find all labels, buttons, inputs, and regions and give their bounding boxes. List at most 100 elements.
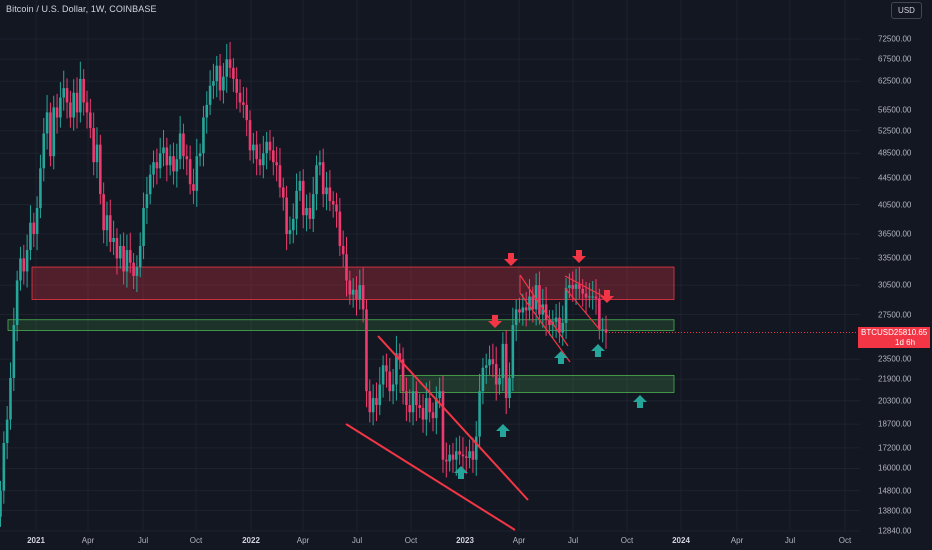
candle-body (238, 92, 242, 103)
candle-body (558, 317, 561, 333)
candle-body (521, 307, 525, 313)
candle-body (361, 285, 365, 310)
candle-body (5, 419, 9, 443)
price-axis-label: 20300.00 (878, 396, 912, 406)
candle-body (62, 88, 66, 98)
candle-body (195, 156, 199, 191)
candle-body (192, 184, 195, 191)
price-axis-label: 40500.00 (878, 200, 912, 209)
candle-body (594, 296, 598, 299)
candle-body (471, 451, 475, 460)
candle-body (285, 197, 288, 235)
candle-body (375, 398, 378, 406)
zones-layer (7, 266, 675, 393)
time-axis-label: Jul (351, 536, 363, 545)
candle-body (301, 180, 305, 216)
candle-body (138, 245, 142, 268)
candle-body (202, 117, 205, 154)
candle-body (468, 451, 471, 459)
candle-body (291, 218, 295, 231)
candle-body (451, 454, 455, 460)
candle-body (514, 309, 518, 326)
price-axis-label: 62500.00 (878, 76, 912, 86)
time-axis-label: Apr (296, 536, 310, 545)
candle-body (19, 258, 22, 281)
arrow-down-icon (488, 315, 502, 328)
time-axis-label: Oct (404, 536, 418, 545)
candle-body (95, 144, 99, 163)
candle-body (0, 490, 2, 517)
candle-body (331, 201, 335, 205)
candle-body (484, 365, 488, 368)
candle-body (49, 112, 52, 157)
candle-body (248, 120, 252, 151)
candle-body (178, 133, 182, 160)
candle-body (79, 78, 82, 113)
candle-body (132, 262, 135, 276)
price-axis-label: 36500.00 (878, 229, 912, 239)
candle-body (318, 162, 322, 166)
candle-body (218, 65, 222, 91)
candle-body (288, 230, 292, 235)
candle-body (228, 59, 232, 68)
candle-body (435, 398, 438, 419)
candle-body (65, 88, 69, 103)
candle-body (598, 298, 601, 330)
arrow-up-icon (454, 466, 468, 479)
candle-body (501, 343, 505, 378)
candle-body (368, 391, 372, 413)
candle-body (328, 187, 332, 202)
price-axis-label: 18700.00 (878, 419, 912, 429)
candle-body (321, 162, 325, 195)
candle-body (548, 319, 551, 326)
candle-body (494, 364, 498, 385)
candle-body (12, 325, 16, 378)
arrow-down-icon (504, 253, 518, 266)
candle-body (315, 165, 318, 195)
candle-body (45, 112, 49, 134)
candle-body (398, 353, 402, 360)
candle-body (268, 141, 272, 151)
arrows-layer (454, 250, 647, 479)
candle-body (262, 153, 265, 166)
candle-body (544, 304, 548, 320)
candle-body (584, 293, 588, 298)
current-price-symbol: BTCUSD (861, 327, 894, 337)
candle-body (278, 165, 282, 188)
candle-body (112, 237, 115, 242)
candle-body (272, 150, 275, 163)
time-axis-label: 2023 (456, 536, 474, 545)
price-axis-label: 23500.00 (878, 354, 912, 364)
zone-support-upper (7, 319, 675, 331)
time-axis-label: 2024 (672, 536, 690, 545)
candle-body (345, 254, 348, 281)
candle-body (568, 285, 571, 288)
candle-body (29, 222, 32, 251)
candle-body (425, 398, 428, 420)
candle-body (99, 144, 102, 195)
candle-body (378, 384, 382, 406)
candle-body (578, 284, 581, 289)
candle-body (564, 287, 568, 323)
candle-body (308, 208, 312, 219)
candle-body (108, 215, 112, 242)
candle-body (341, 245, 345, 255)
candle-body (145, 194, 149, 209)
currency-button[interactable]: USD (891, 2, 922, 19)
candle-body (508, 377, 511, 399)
candle-body (581, 288, 585, 294)
candle-body (42, 133, 46, 169)
time-axis-label: Jul (567, 536, 579, 545)
candle-body (538, 285, 541, 315)
candle-body (421, 407, 425, 420)
candle-body (128, 250, 132, 263)
drawings-layer (345, 274, 858, 531)
candle-body (222, 76, 225, 91)
candle-body (428, 398, 431, 413)
candle-body (388, 371, 392, 392)
price-axis-label: 52500.00 (878, 126, 912, 136)
candle-body (365, 309, 368, 392)
price-axis-label: 67500.00 (878, 54, 912, 64)
candle-body (165, 147, 169, 166)
